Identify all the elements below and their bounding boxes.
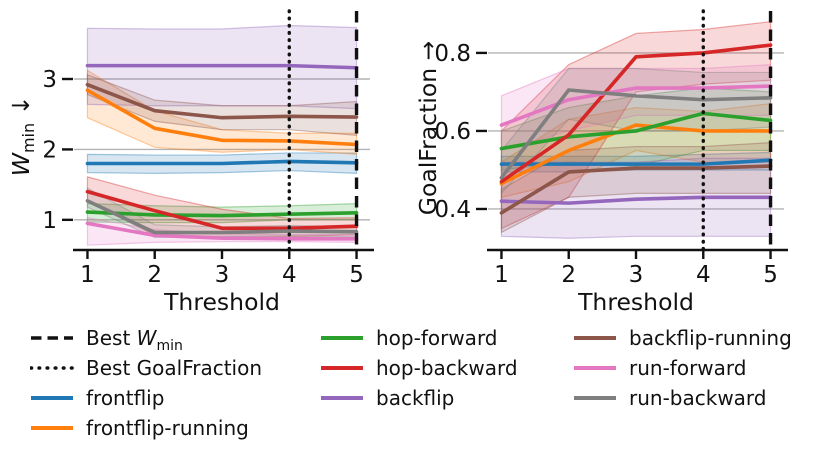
svg-text:Wmin ↓: Wmin ↓ (7, 96, 38, 177)
legend-label-backflip: backflip (376, 386, 455, 410)
legend-label-run-forward: run-forward (629, 356, 747, 380)
legend-marker-run-forward (574, 366, 616, 370)
legend-marker-best-goalfraction (30, 366, 74, 370)
x-tick-label: 4 (696, 262, 711, 288)
series-line-run-forward (499, 84, 773, 127)
legend-item-backflip-running: backflip-running (573, 323, 792, 353)
legend-item-best-wmin: Best Wmin (30, 323, 262, 353)
y-tick-label: 0.8 (434, 41, 471, 67)
legend-label-best-goalfraction: Best GoalFraction (86, 356, 263, 380)
series-line-backflip-running (85, 82, 359, 120)
legend-column-3: backflip-running run-forward run-backward (573, 323, 792, 413)
series-line-frontflip (85, 159, 359, 166)
goalfraction-chart: 1 2 3 4 5 0.4 0.6 0.8 Threshold GoalFraction → (414, 9, 788, 316)
y-tick-label: 0.6 (434, 119, 471, 145)
series-line-frontflip-running (85, 88, 359, 147)
series-line-backflip-running (499, 164, 773, 215)
legend-item-frontflip-running: frontflip-running (30, 413, 262, 443)
x-tick-label: 2 (147, 262, 162, 288)
x-axis-label: Threshold (577, 288, 694, 316)
legend: Best Wmin Best GoalFraction frontflip front… (30, 323, 828, 458)
svg-text:GoalFraction →: GoalFraction → (414, 41, 442, 215)
legend-marker-run-backward (574, 396, 616, 400)
series-line-hop-backward (85, 189, 359, 231)
legend-marker-frontflip-running (31, 426, 73, 430)
y-axis-label: GoalFraction → (414, 41, 442, 215)
x-tick-label: 3 (215, 262, 230, 288)
legend-item-backflip: backflip (320, 383, 518, 413)
legend-label-best-wmin: Best Wmin (86, 326, 183, 354)
legend-marker-hop-backward (321, 366, 363, 370)
x-tick-label: 1 (80, 262, 95, 288)
y-tick-label: 3 (42, 67, 57, 93)
legend-label-backflip-running: backflip-running (629, 326, 792, 350)
x-tick-label: 3 (629, 262, 644, 288)
series-line-hop-backward (499, 43, 773, 184)
legend-item-run-backward: run-backward (573, 383, 792, 413)
legend-marker-backflip (321, 396, 363, 400)
legend-label-frontflip: frontflip (86, 386, 165, 410)
legend-item-run-forward: run-forward (573, 353, 792, 383)
series-line-hop-forward (499, 111, 773, 151)
x-tick-label: 2 (561, 262, 576, 288)
series-line-frontflip-running (499, 123, 773, 186)
legend-column-2: hop-forward hop-backward backflip (320, 323, 518, 413)
legend-item-hop-backward: hop-backward (320, 353, 518, 383)
series-line-backflip (499, 195, 773, 205)
legend-column-1: Best Wmin Best GoalFraction frontflip front… (30, 323, 262, 443)
legend-marker-frontflip (31, 396, 73, 400)
y-tick-label: 0.4 (434, 197, 471, 223)
series-line-frontflip (499, 158, 773, 166)
x-tick-label: 1 (494, 262, 509, 288)
series-line-run-forward (85, 221, 359, 241)
legend-label-run-backward: run-backward (629, 386, 767, 410)
series-line-run-backward (85, 199, 359, 235)
legend-marker-backflip-running (574, 336, 616, 340)
x-tick-label: 5 (763, 262, 778, 288)
x-axis-label: Threshold (163, 288, 280, 316)
x-tick-label: 5 (349, 262, 364, 288)
y-tick-label: 2 (42, 137, 57, 163)
legend-label-frontflip-running: frontflip-running (86, 416, 249, 440)
legend-item-hop-forward: hop-forward (320, 323, 518, 353)
series-line-backflip (85, 63, 359, 70)
legend-item-frontflip: frontflip (30, 383, 262, 413)
legend-marker-hop-forward (321, 336, 363, 340)
series-line-hop-forward (85, 210, 359, 218)
x-tick-label: 4 (282, 262, 297, 288)
legend-label-hop-backward: hop-backward (376, 356, 518, 380)
series-line-run-backward (499, 88, 773, 180)
band-run-forward (500, 63, 772, 152)
y-tick-label: 1 (42, 208, 57, 234)
band-hop-backward (500, 21, 772, 230)
legend-marker-best-wmin (31, 336, 73, 340)
legend-item-best-goalfraction: Best GoalFraction (30, 353, 262, 383)
y-axis-label: Wmin ↓ (7, 96, 38, 177)
legend-label-hop-forward: hop-forward (376, 326, 498, 350)
